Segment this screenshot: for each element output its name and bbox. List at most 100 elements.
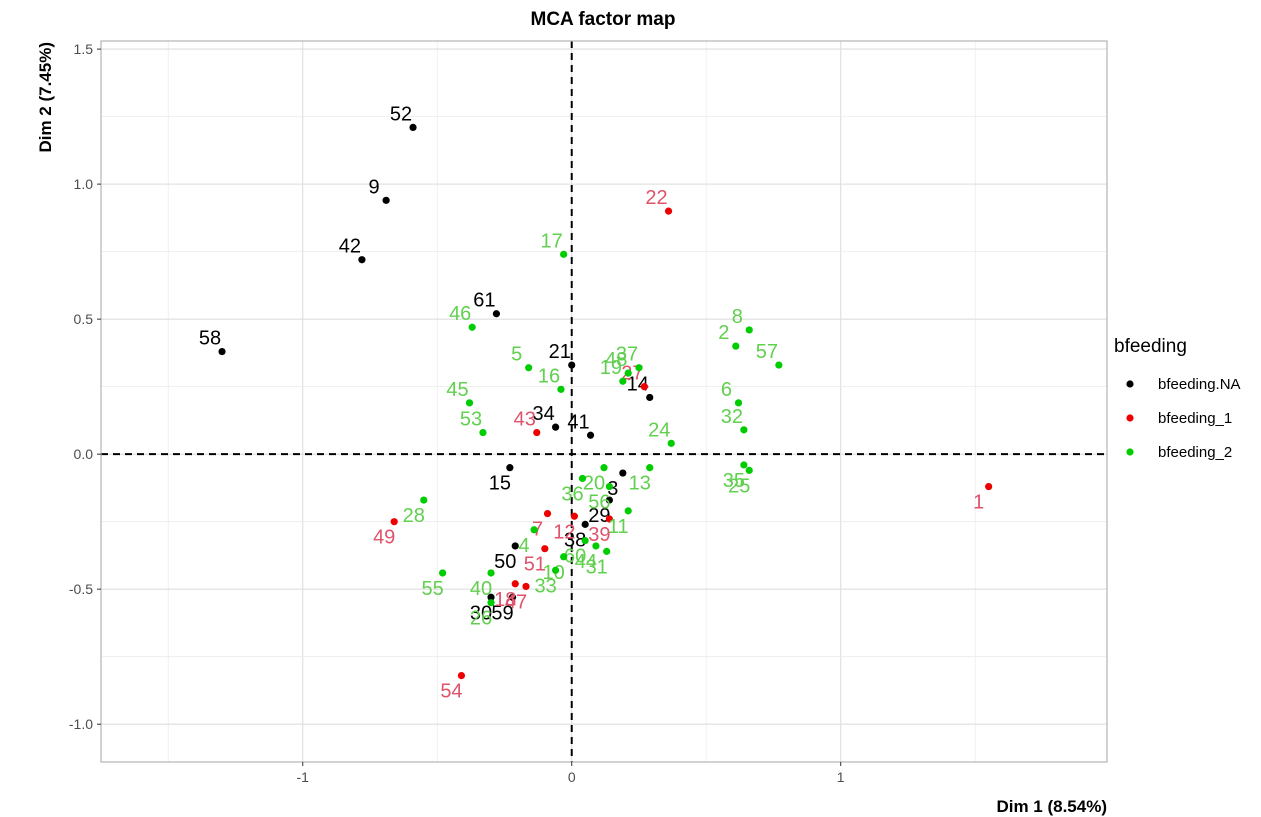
x-axis-title: Dim 1 (8.54%) <box>996 797 1107 816</box>
point-label-57: 57 <box>756 341 778 363</box>
point-label-60: 60 <box>564 546 586 568</box>
point-label-38: 38 <box>564 529 586 551</box>
data-point-56 <box>605 482 613 491</box>
data-point-42 <box>358 256 366 264</box>
data-point-21 <box>568 361 576 369</box>
point-label-42: 42 <box>339 236 361 258</box>
series-bfeeding_1: 2227431712394951184754 <box>373 187 993 703</box>
x-tick-label: -1 <box>297 769 310 785</box>
legend: bfeeding bfeeding.NA bfeeding_1 bfeeding_2 <box>1114 336 1241 461</box>
data-point-54 <box>457 671 466 680</box>
point-label-5: 5 <box>511 344 522 366</box>
point-label-51: 51 <box>524 554 546 576</box>
data-point-14 <box>646 393 654 402</box>
data-point-8 <box>745 326 753 334</box>
data-point-5 <box>525 364 533 372</box>
data-point-22 <box>664 207 673 215</box>
legend-label-bfeeding.NA: bfeeding.NA <box>1158 376 1241 393</box>
legend-label-bfeeding_2: bfeeding_2 <box>1158 444 1232 461</box>
point-label-11: 11 <box>608 516 629 538</box>
x-tick-label: 0 <box>568 769 576 785</box>
point-label-48: 48 <box>605 349 627 371</box>
y-tick-label: 0.5 <box>74 311 94 327</box>
data-point-1 <box>985 482 993 491</box>
data-point-53 <box>479 428 487 437</box>
point-label-15: 15 <box>489 473 511 495</box>
point-label-41: 41 <box>567 411 589 433</box>
point-label-17: 17 <box>541 230 563 252</box>
point-label-3: 3 <box>607 478 618 500</box>
data-point-28 <box>420 496 428 504</box>
data-point-58 <box>218 347 226 356</box>
data-point-11 <box>624 507 632 515</box>
point-label-24: 24 <box>648 419 670 441</box>
data-points: 5294258612114344115329385030592227431712… <box>199 103 993 703</box>
point-label-39: 39 <box>588 524 610 546</box>
data-point-36 <box>578 474 587 483</box>
y-axis-title: Dim 2 (7.45%) <box>36 42 55 153</box>
data-point-48 <box>624 369 632 377</box>
data-point-50 <box>511 542 519 550</box>
data-point-24 <box>667 439 675 447</box>
point-label-52: 52 <box>390 103 412 125</box>
point-label-13: 13 <box>629 473 651 495</box>
point-label-32: 32 <box>721 406 743 428</box>
point-label-26: 26 <box>470 608 492 630</box>
point-label-20: 20 <box>583 473 605 495</box>
point-label-45: 45 <box>446 379 468 401</box>
legend-key-bfeeding.NA <box>1126 380 1134 388</box>
point-label-16: 16 <box>538 365 560 387</box>
data-point-26 <box>487 599 495 607</box>
data-point-37 <box>635 364 643 372</box>
point-label-36: 36 <box>561 483 583 505</box>
point-label-50: 50 <box>494 551 516 573</box>
data-point-25 <box>745 466 753 474</box>
data-point-51 <box>541 545 549 553</box>
point-label-19: 19 <box>600 357 622 379</box>
point-label-53: 53 <box>460 409 482 431</box>
point-label-18: 18 <box>494 589 516 611</box>
y-tick-label: 0.0 <box>74 446 94 462</box>
data-point-39 <box>605 515 613 523</box>
data-point-17 <box>560 250 568 258</box>
data-point-7 <box>543 509 552 518</box>
data-point-60 <box>581 536 589 545</box>
point-label-6: 6 <box>721 379 732 401</box>
data-point-47 <box>522 582 530 591</box>
data-point-2 <box>732 342 740 350</box>
point-label-46: 46 <box>449 303 471 325</box>
legend-title: bfeeding <box>1114 336 1187 357</box>
y-tick-label: -1.0 <box>69 716 93 732</box>
data-point-9 <box>382 196 390 204</box>
point-label-44: 44 <box>575 551 597 573</box>
data-point-18 <box>511 580 519 588</box>
point-label-25: 25 <box>728 475 750 497</box>
data-point-52 <box>409 123 417 132</box>
point-label-35: 35 <box>723 470 745 492</box>
plot-panel-border <box>100 40 1108 763</box>
point-label-55: 55 <box>421 578 443 600</box>
y-tick-label: 1.5 <box>74 41 94 57</box>
data-point-55 <box>439 569 447 577</box>
data-point-16 <box>557 385 565 393</box>
data-point-32 <box>740 426 748 434</box>
data-point-30 <box>487 593 495 601</box>
x-tick-label: 1 <box>837 769 845 785</box>
point-label-30: 30 <box>470 602 492 624</box>
point-label-61: 61 <box>473 290 495 312</box>
point-label-43: 43 <box>514 409 536 431</box>
point-label-56: 56 <box>588 492 610 514</box>
data-point-13 <box>646 464 654 472</box>
point-label-1: 1 <box>973 492 984 514</box>
data-point-41 <box>586 431 595 439</box>
data-point-20 <box>600 464 608 472</box>
data-point-6 <box>734 399 743 407</box>
point-label-4: 4 <box>519 535 530 557</box>
data-point-44 <box>592 542 600 550</box>
data-point-45 <box>465 399 474 407</box>
data-point-31 <box>603 547 611 555</box>
y-axis-ticks: 1.5 1.0 0.5 0.0 -0.5 -1.0 <box>69 41 101 732</box>
